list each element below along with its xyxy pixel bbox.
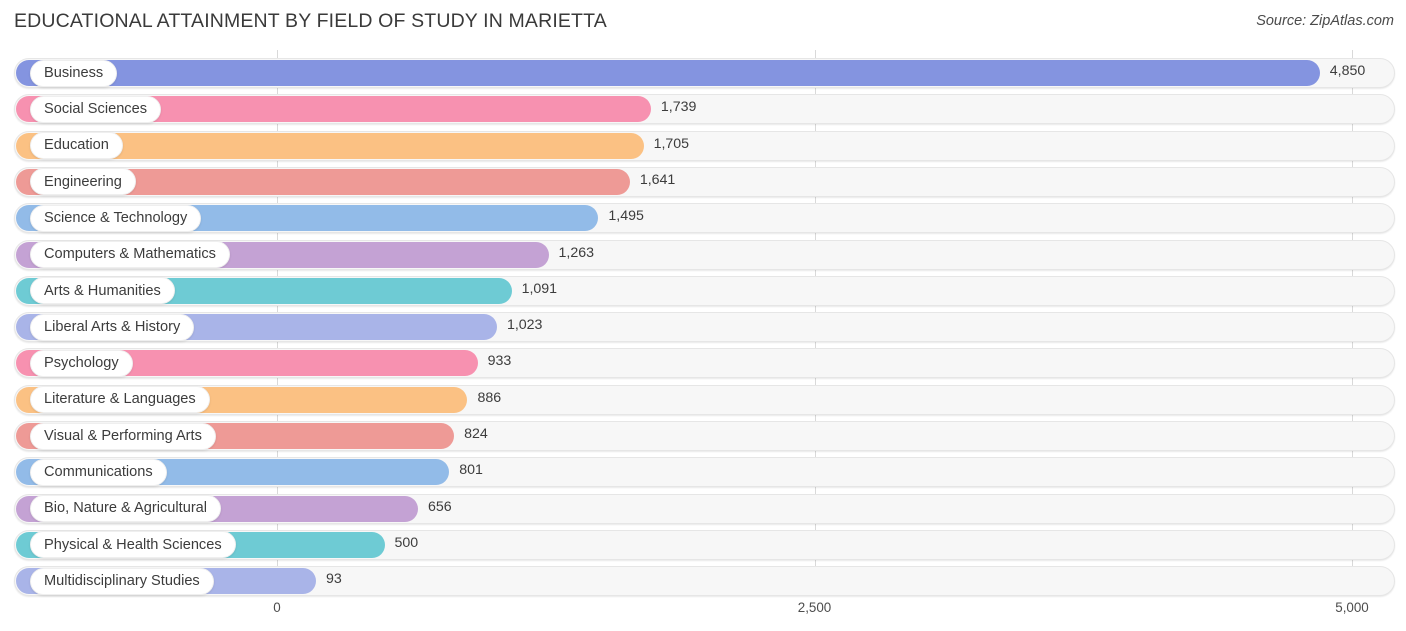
- chart-header: EDUCATIONAL ATTAINMENT BY FIELD OF STUDY…: [0, 0, 1406, 44]
- category-label-pill[interactable]: Liberal Arts & History: [30, 313, 195, 341]
- category-label: Social Sciences: [44, 101, 148, 117]
- x-axis: 0 2,500 5,000: [0, 597, 1406, 631]
- x-tick-label: 0: [273, 600, 281, 615]
- category-label-pill[interactable]: Education: [30, 132, 123, 160]
- x-tick-label: 2,500: [797, 600, 832, 615]
- bar-row: Literature & Languages 886: [0, 382, 1406, 418]
- category-label: Psychology: [44, 355, 119, 372]
- category-label-pill[interactable]: Psychology: [30, 349, 133, 377]
- bar-row: Computers & Mathematics 1,263: [0, 237, 1406, 273]
- category-label-pill[interactable]: Social Sciences: [30, 95, 162, 123]
- category-label: Visual & Performing Arts: [44, 427, 202, 444]
- bar-value-label: 1,263: [558, 244, 595, 261]
- category-label-pill[interactable]: Communications: [30, 458, 167, 486]
- bar-row: Science & Technology 1,495: [0, 200, 1406, 236]
- bar-value-label: 1,495: [608, 208, 644, 225]
- category-label: Literature & Languages: [44, 391, 196, 408]
- category-label-pill[interactable]: Science & Technology: [30, 204, 202, 232]
- bar-business[interactable]: [16, 60, 1320, 86]
- bar-row: Engineering 1,641: [0, 164, 1406, 200]
- category-label: Education: [44, 137, 109, 154]
- bar-value-label: 93: [326, 571, 342, 588]
- bar-value-label: 933: [487, 353, 512, 370]
- bar-value-label: 4,850: [1329, 63, 1366, 79]
- bar-value-label: 801: [459, 462, 483, 479]
- source-attribution: Source: ZipAtlas.com: [1256, 13, 1394, 29]
- category-label-pill[interactable]: Business: [30, 59, 118, 87]
- category-label: Liberal Arts & History: [44, 318, 181, 335]
- category-label-pill[interactable]: Physical & Health Sciences: [30, 531, 236, 559]
- bar-row: Communications 801: [0, 454, 1406, 490]
- category-label: Computers & Mathematics: [44, 246, 216, 263]
- bar-value-label: 500: [394, 534, 419, 551]
- category-label: Business: [44, 64, 104, 81]
- category-label-pill[interactable]: Arts & Humanities: [30, 277, 175, 305]
- category-label: Bio, Nature & Agricultural: [44, 500, 208, 517]
- bar-value-label: 1,739: [660, 99, 697, 116]
- bar-row: Physical & Health Sciences 500: [0, 527, 1406, 563]
- bar-row: Arts & Humanities 1,091: [0, 273, 1406, 309]
- category-label-pill[interactable]: Visual & Performing Arts: [30, 422, 216, 450]
- bar-row: Psychology 933: [0, 345, 1406, 381]
- category-label: Arts & Humanities: [44, 282, 161, 299]
- bar-value-label: 824: [464, 426, 488, 442]
- category-label: Engineering: [44, 173, 122, 190]
- bar-row: Business 4,850: [0, 55, 1406, 91]
- category-label-pill[interactable]: Engineering: [30, 168, 136, 196]
- chart-plot-area: Business 4,850 Social Sciences 1,739 Educati…: [0, 44, 1406, 597]
- bar-row: Liberal Arts & History 1,023: [0, 309, 1406, 345]
- bar-value-label: 1,705: [653, 135, 690, 152]
- category-label: Physical & Health Sciences: [44, 536, 222, 553]
- category-label-pill[interactable]: Bio, Nature & Agricultural: [30, 495, 222, 523]
- page-title: EDUCATIONAL ATTAINMENT BY FIELD OF STUDY…: [14, 10, 607, 32]
- bar-row: Multidisciplinary Studies 93: [0, 563, 1406, 599]
- category-label-pill[interactable]: Computers & Mathematics: [30, 241, 230, 268]
- bar-row: Bio, Nature & Agricultural 656: [0, 491, 1406, 527]
- category-label-pill[interactable]: Literature & Languages: [30, 386, 210, 414]
- bar-value-label: 886: [477, 389, 502, 406]
- category-label: Science & Technology: [44, 209, 188, 226]
- category-label-pill[interactable]: Multidisciplinary Studies: [30, 567, 214, 595]
- bar-value-label: 1,091: [521, 280, 558, 297]
- x-tick-label: 5,000: [1335, 600, 1369, 615]
- bar-row: Education 1,705: [0, 128, 1406, 164]
- bar-value-label: 1,641: [639, 171, 676, 188]
- bar-row: Visual & Performing Arts 824: [0, 418, 1406, 454]
- bar-value-label: 656: [428, 498, 452, 515]
- bar-row: Social Sciences 1,739: [0, 91, 1406, 127]
- category-label: Communications: [44, 464, 153, 480]
- category-label: Multidisciplinary Studies: [44, 572, 200, 589]
- bar-value-label: 1,023: [506, 317, 543, 334]
